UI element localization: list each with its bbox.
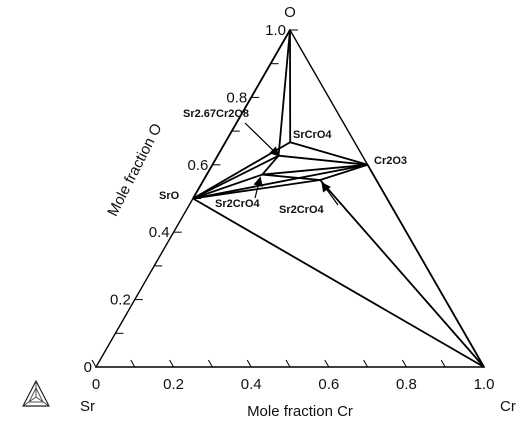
tie-line — [192, 173, 263, 200]
tie-line — [192, 179, 321, 200]
tie-line — [277, 29, 291, 156]
bottom-minor-tick — [130, 359, 136, 368]
tie-line — [319, 163, 368, 181]
bottom-tick-label: 0.8 — [396, 376, 417, 393]
arrow-sr267cr2o8 — [244, 122, 280, 157]
tie-line — [278, 154, 368, 166]
left-tick-label: 0.4 — [149, 224, 170, 241]
tie-line — [192, 29, 291, 199]
tie-line — [261, 155, 280, 176]
bottom-tick-mark — [246, 359, 252, 368]
bottom-tick-label: 0.4 — [241, 376, 262, 393]
left-axis-title: Mole fraction O — [104, 121, 165, 219]
left-tick-label: 0.2 — [110, 292, 131, 309]
bottom-tick-label: 1.0 — [474, 376, 495, 393]
phase-label-sr267cr2o8: Sr2.67Cr2O8 — [183, 108, 249, 120]
bottom-minor-tick — [363, 359, 369, 368]
tie-line — [262, 163, 368, 176]
arrow-sr2cro4-a — [253, 176, 263, 199]
bottom-minor-tick — [207, 359, 213, 368]
left-tick-label: 0.8 — [226, 89, 247, 106]
left-tick-label: 1.0 — [265, 22, 286, 39]
bottom-minor-tick — [440, 359, 446, 368]
tie-line — [192, 163, 368, 200]
thermo-logo-icon — [22, 379, 50, 407]
bottom-tick-mark — [401, 359, 407, 368]
tie-line — [366, 164, 485, 368]
phase-label-sr2cro4-a: Sr2CrO4 — [215, 198, 261, 210]
tie-line — [262, 173, 321, 181]
bottom-tick-label: 0.2 — [163, 376, 184, 393]
left-tick-label: 0.6 — [188, 157, 209, 174]
phase-label-srcro4: SrCrO4 — [293, 129, 332, 141]
axis-ticks: 0 0.2 0.4 0.6 0.8 1.0 0 0.2 0.4 0.6 0.8 1.0 — [84, 22, 495, 393]
corner-label-left: Sr — [80, 398, 95, 415]
tie-lines — [192, 29, 485, 368]
bottom-axis-title: Mole fraction Cr — [247, 403, 353, 420]
phase-label-sr2cro4-b: Sr2CrO4 — [279, 204, 325, 216]
phase-arrows — [244, 122, 339, 206]
bottom-tick-label: 0.6 — [318, 376, 339, 393]
tie-line — [192, 197, 485, 368]
bottom-tick-mark — [169, 359, 175, 368]
phase-label-cr2o3: Cr2O3 — [374, 155, 407, 167]
tie-line — [192, 154, 279, 200]
bottom-tick-mark — [324, 359, 330, 368]
tie-line — [319, 179, 485, 368]
left-tick-label: 0 — [84, 359, 92, 376]
corner-label-top: O — [284, 4, 296, 21]
bottom-tick-label: 0 — [92, 376, 100, 393]
phase-label-sro: SrO — [159, 190, 180, 202]
tie-line — [289, 141, 368, 166]
corner-label-right: Cr — [500, 398, 516, 415]
bottom-tick-mark — [91, 359, 97, 368]
bottom-tick-mark — [479, 359, 485, 368]
bottom-minor-tick — [285, 359, 291, 368]
arrow-sr2cro4-b — [321, 181, 339, 206]
